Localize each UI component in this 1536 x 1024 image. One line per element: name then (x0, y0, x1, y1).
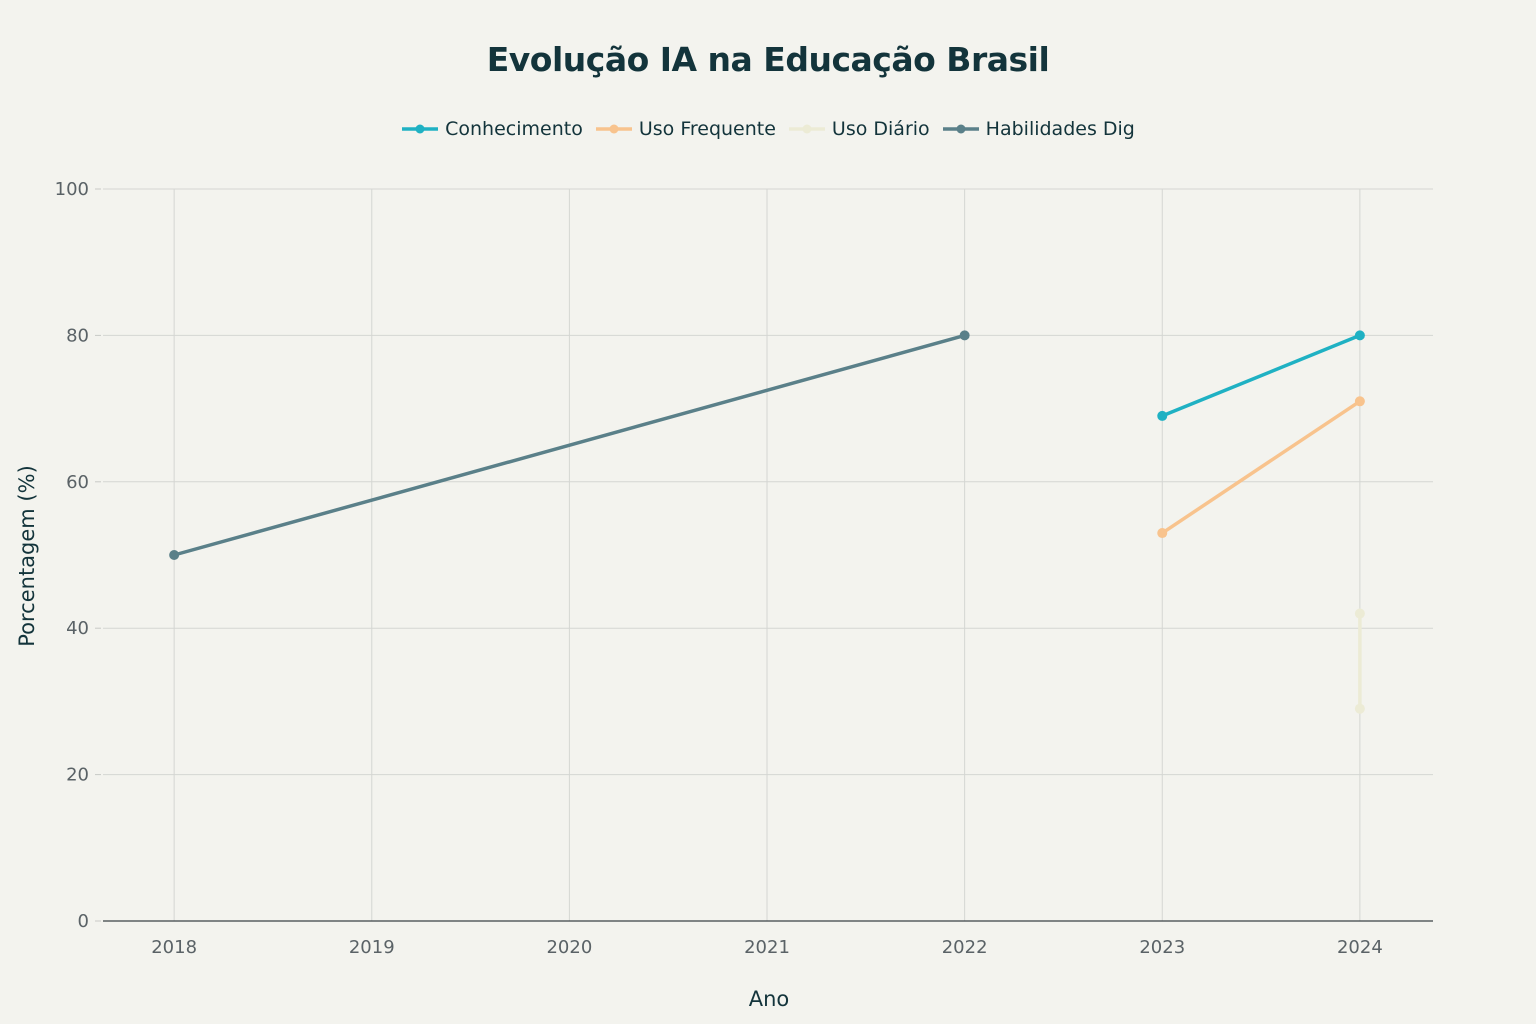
legend-swatch-uso-frequente (595, 124, 632, 134)
data-point-uso-frequente-0[interactable] (1157, 528, 1168, 539)
x-tick-label-2023: 2023 (1139, 937, 1185, 958)
legend-label-habilidades-dig: Habilidades Dig (985, 118, 1135, 140)
y-axis-title: Porcentagem (%) (15, 465, 39, 647)
legend-label-uso-frequente: Uso Frequente (638, 118, 776, 140)
legend-swatch-uso-diario (788, 124, 825, 134)
series-uso-frequente (1157, 396, 1365, 539)
data-point-uso-frequente-1[interactable] (1354, 396, 1365, 407)
series-line-habilidades-dig (172, 333, 967, 557)
y-tick-label-100: 100 (55, 179, 89, 200)
series-uso-diario (1354, 608, 1365, 714)
grid (103, 188, 1433, 921)
x-tick-label-2018: 2018 (151, 937, 197, 958)
chart-title: Evolução IA na Educação Brasil (486, 40, 1050, 79)
data-point-uso-diario-1[interactable] (1354, 703, 1365, 714)
legend-item-conhecimento[interactable]: Conhecimento (401, 118, 583, 140)
legend-item-uso-diario[interactable]: Uso Diário (788, 118, 930, 140)
x-tick-label-2022: 2022 (942, 937, 988, 958)
legend-item-habilidades-dig[interactable]: Habilidades Dig (942, 118, 1135, 140)
y-tick-label-60: 60 (66, 472, 89, 493)
series-conhecimento (1157, 330, 1365, 421)
x-tick-label-2020: 2020 (546, 937, 592, 958)
x-axis-title: Ano (749, 987, 790, 1011)
legend-item-uso-frequente[interactable]: Uso Frequente (595, 118, 776, 140)
legend-label-uso-diario: Uso Diário (831, 118, 930, 140)
y-tick-label-80: 80 (66, 325, 89, 346)
axes: 0 20 40 60 80 100 2018 2019 2020 2021 2022 2023 2024 (55, 179, 1433, 958)
series-layer (169, 330, 1365, 714)
data-point-habilidades-dig-0[interactable] (169, 550, 180, 560)
legend-label-conhecimento: Conhecimento (445, 118, 583, 140)
legend-swatch-habilidades-dig (942, 124, 979, 134)
data-point-uso-diario-0[interactable] (1354, 608, 1365, 619)
series-line-uso-frequente (1160, 399, 1362, 535)
legend-swatch-conhecimento (402, 124, 439, 134)
x-tick-label-2021: 2021 (744, 937, 790, 958)
data-point-conhecimento-0[interactable] (1157, 410, 1168, 421)
legend: Conhecimento Uso Frequente Uso Diário Ha… (0, 118, 1536, 140)
data-point-conhecimento-1[interactable] (1354, 330, 1365, 341)
x-tick-label-2024: 2024 (1337, 937, 1383, 958)
data-point-habilidades-dig-1[interactable] (959, 330, 970, 341)
y-tick-label-20: 20 (66, 765, 89, 786)
series-habilidades-dig (169, 330, 970, 560)
x-tick-label-2019: 2019 (349, 937, 395, 958)
y-tick-label-0: 0 (78, 911, 89, 932)
y-tick-label-40: 40 (66, 618, 89, 639)
series-line-conhecimento (1160, 333, 1362, 418)
